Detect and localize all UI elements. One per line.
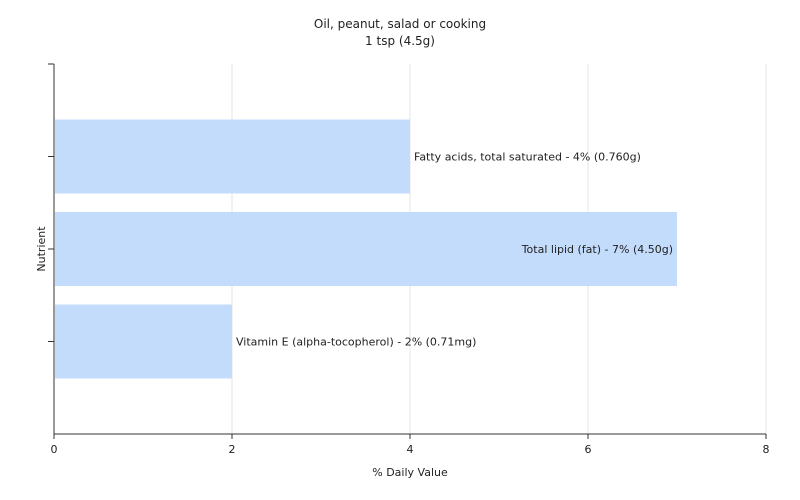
chart-subtitle: 1 tsp (4.5g) [365,34,435,48]
x-tick-label: 2 [229,443,236,456]
x-axis-title: % Daily Value [372,466,448,479]
y-ticks [48,156,54,342]
bar [55,212,677,286]
x-tick-label: 4 [407,443,414,456]
bar-label: Vitamin E (alpha-tocopherol) - 2% (0.71m… [236,336,476,349]
y-axis-title: Nutrient [35,226,48,272]
bar [55,119,410,194]
x-tick-label: 6 [585,443,592,456]
bar-label: Total lipid (fat) - 7% (4.50g) [521,243,673,256]
chart-title: Oil, peanut, salad or cooking [314,17,486,31]
x-tick-label: 8 [763,443,770,456]
bars [55,119,677,379]
bar-labels: Fatty acids, total saturated - 4% (0.760… [236,151,673,349]
x-ticks: 0 2 4 6 8 [51,434,770,456]
x-tick-label: 0 [51,443,58,456]
bar [55,304,232,379]
bar-label: Fatty acids, total saturated - 4% (0.760… [414,151,641,164]
